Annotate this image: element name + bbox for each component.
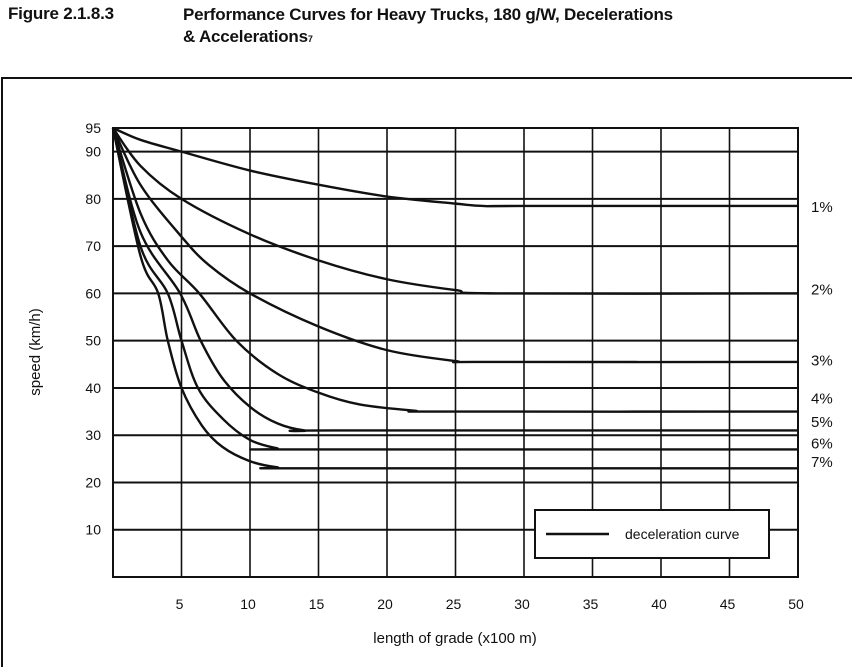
curve-5pct [111, 127, 798, 433]
grade-label-3pct: 3% [811, 353, 833, 370]
legend-label: deceleration curve [625, 526, 740, 542]
x-tick-label: 5 [176, 596, 184, 612]
y-tick-label: 20 [85, 474, 101, 490]
x-tick-label: 45 [720, 596, 736, 612]
grade-label-2pct: 2% [811, 282, 833, 299]
curve-4pct [111, 127, 799, 413]
grade-labels: 1% 2% 3% 4% 5% 6% 7% [811, 199, 833, 471]
x-tick-label: 25 [446, 596, 462, 612]
figure-frame-left [1, 77, 3, 667]
y-tick-label: 50 [85, 333, 101, 349]
figure-frame-top [1, 77, 852, 79]
grade-label-7pct: 7% [811, 454, 833, 471]
x-tick-label: 35 [583, 596, 599, 612]
y-tick-label: 80 [85, 191, 101, 207]
grade-label-4pct: 4% [811, 390, 833, 407]
curve-1pct [112, 126, 798, 208]
x-tick-label: 50 [788, 596, 804, 612]
figure-title-line2: & Accelerations [183, 27, 308, 46]
chart-ticks: 10 20 30 40 50 60 70 80 90 95 5 10 15 20 25 30 35 40 45 50 [85, 120, 804, 612]
x-axis-label: length of grade (x100 m) [373, 630, 536, 647]
grade-label-5pct: 5% [811, 414, 833, 431]
y-tick-label: 40 [85, 380, 101, 396]
chart-grid [112, 127, 799, 578]
y-tick-label: 10 [85, 522, 101, 538]
y-axis-label: speed (km/h) [27, 308, 44, 396]
figure-number: Figure 2.1.8.3 [8, 4, 114, 23]
x-tick-label: 40 [651, 596, 667, 612]
x-tick-label: 20 [377, 596, 393, 612]
figure-title: Performance Curves for Heavy Trucks, 180… [183, 4, 843, 48]
y-tick-label: 60 [85, 285, 101, 301]
curve-3pct [111, 127, 799, 364]
grade-label-1pct: 1% [811, 199, 833, 216]
figure-title-line1: Performance Curves for Heavy Trucks, 180… [183, 5, 673, 24]
grade-label-6pct: 6% [811, 435, 833, 452]
x-tick-label: 10 [240, 596, 256, 612]
chart-legend: deceleration curve [534, 509, 770, 559]
y-tick-label: 30 [85, 427, 101, 443]
curve-2pct [112, 127, 799, 295]
y-tick-label: 90 [85, 144, 101, 160]
chart-curves [111, 126, 799, 470]
x-tick-label: 15 [309, 596, 325, 612]
curve-7pct [111, 127, 799, 470]
curve-6pct [111, 127, 799, 451]
y-tick-label: 95 [85, 120, 101, 136]
x-tick-label: 30 [514, 596, 530, 612]
footnote-mark: 7 [307, 34, 313, 44]
y-tick-label: 70 [85, 238, 101, 254]
